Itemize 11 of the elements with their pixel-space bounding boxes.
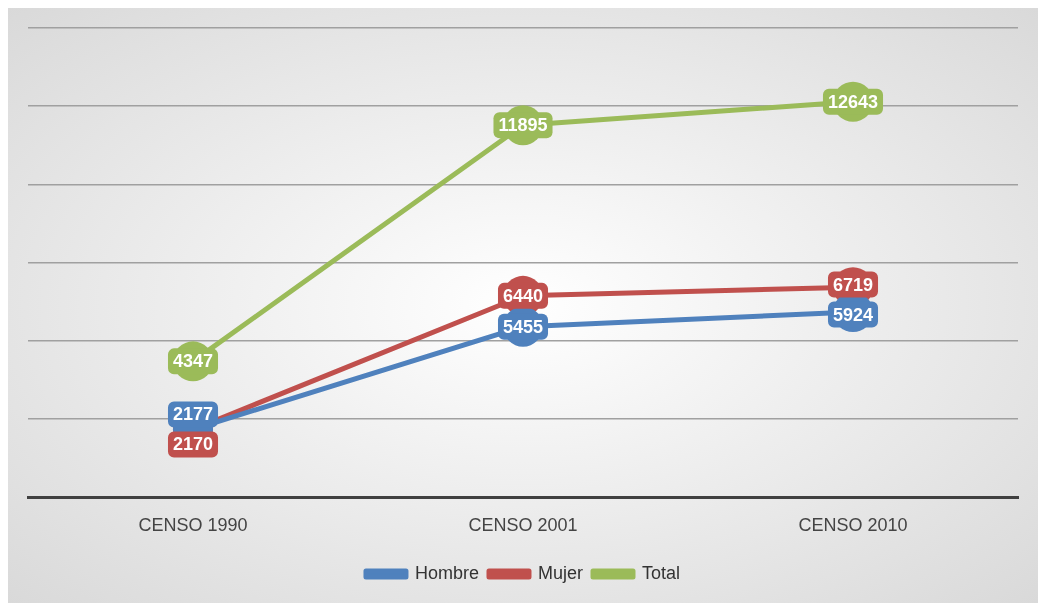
legend-label: Mujer	[537, 562, 584, 583]
data-label: 5924	[832, 304, 874, 325]
x-tick-label: CENSO 2001	[468, 515, 578, 536]
data-label: 2177	[172, 404, 214, 425]
data-label: 6440	[502, 285, 544, 306]
x-tick-label: CENSO 1990	[138, 515, 248, 536]
data-label: 2170	[172, 434, 214, 455]
legend-label: Hombre	[414, 562, 480, 583]
data-label: 6719	[832, 274, 874, 295]
legend-label: Total	[642, 562, 681, 583]
x-tick-label: CENSO 2010	[798, 515, 908, 536]
